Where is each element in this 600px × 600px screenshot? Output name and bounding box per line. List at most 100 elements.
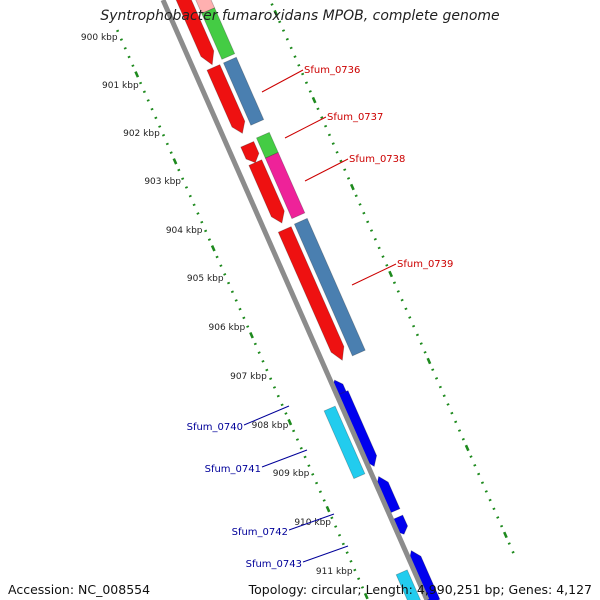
scale-tick: [392, 281, 397, 285]
scale-tick: [496, 516, 500, 519]
gene-label[interactable]: Sfum_0740: [187, 422, 243, 433]
gene-feature[interactable]: [222, 56, 265, 126]
scale-tick: [285, 37, 289, 41]
gene-feature[interactable]: [395, 569, 423, 600]
scale-tick: [446, 403, 450, 406]
scale-tick: [322, 499, 326, 502]
scale-tick: [257, 351, 261, 354]
scale-tick: [301, 72, 305, 76]
scale-label: 906 kbp: [209, 323, 246, 333]
gene-feature[interactable]: [293, 217, 366, 357]
scale-tick: [265, 368, 269, 372]
scale-labels: 900 kbp 901 kbp 902 kbp 903 kbp 904 kbp 905 k…: [81, 33, 353, 577]
scale-tick: [330, 516, 334, 520]
gene-label-leader: [351, 263, 397, 286]
scale-tick: [354, 194, 358, 198]
scale-tick: [381, 255, 385, 258]
scale-tick: [246, 325, 250, 328]
gene-feature[interactable]: [277, 226, 345, 362]
scale-tick: [337, 533, 342, 537]
scale-tick: [484, 490, 488, 493]
scale-tick: [181, 177, 185, 181]
map-title: Syntrophobacter fumaroxidans MPOB, compl…: [100, 8, 500, 24]
scale-tick: [404, 307, 408, 311]
gene-label[interactable]: Sfum_0743: [246, 559, 302, 570]
scale-tick: [450, 411, 454, 415]
gene-label-leader: [261, 69, 304, 93]
gene-label-leader: [304, 158, 349, 182]
scale-tick: [311, 473, 315, 476]
scale-tick: [473, 463, 477, 467]
gene-label[interactable]: Sfum_0741: [205, 464, 261, 475]
gene-feature[interactable]: [174, 0, 215, 66]
scale-label: 907 kbp: [230, 372, 267, 382]
scale-tick: [358, 203, 362, 206]
gene-label-leader: [284, 116, 327, 139]
gene-feature[interactable]: [264, 151, 306, 220]
scale-tick: [119, 38, 123, 41]
scale-tick: [480, 481, 485, 485]
scale-label: 905 kbp: [187, 274, 224, 284]
scale-label: 901 kbp: [102, 81, 139, 91]
scale-tick: [343, 168, 347, 172]
scale-tick: [469, 455, 473, 458]
scale-tick: [139, 81, 143, 85]
scale-tick: [308, 90, 312, 93]
gene-label[interactable]: Sfum_0736: [304, 65, 360, 76]
scale-tick: [434, 377, 439, 380]
scale-tick: [353, 568, 357, 572]
gene-feature[interactable]: [323, 405, 366, 480]
scale-tick: [292, 429, 296, 433]
scale-tick: [210, 245, 216, 252]
gene-label[interactable]: Sfum_0738: [349, 154, 405, 165]
scale-tick: [188, 194, 192, 198]
scale-tick: [200, 220, 204, 224]
scale-tick: [134, 71, 140, 78]
scale-tick: [261, 359, 265, 363]
scale-tick: [341, 542, 345, 546]
scale-tick: [165, 142, 169, 146]
gene-label[interactable]: Sfum_0737: [327, 112, 383, 123]
scale-tick: [366, 220, 370, 224]
gene-feature[interactable]: [240, 140, 260, 164]
scale-label: 909 kbp: [273, 469, 310, 479]
scale-tick: [238, 307, 242, 311]
scale-tick: [400, 298, 404, 302]
scale-tick: [388, 270, 394, 278]
gene-label-leader: [243, 405, 290, 426]
scale-tick: [335, 150, 339, 154]
gene-labels[interactable]: Sfum_0736 Sfum_0737 Sfum_0738 Sfum_0739 Sfum…: [187, 65, 454, 570]
scale-tick: [184, 186, 189, 189]
scale-label: 904 kbp: [166, 226, 203, 236]
scale-ticks: [116, 3, 515, 600]
gene-label[interactable]: Sfum_0739: [397, 259, 453, 270]
gene-feature[interactable]: [201, 7, 236, 60]
gene-label[interactable]: Sfum_0742: [232, 527, 288, 538]
scale-tick: [334, 525, 338, 528]
scale-tick: [146, 99, 150, 102]
scale-tick: [284, 412, 288, 415]
scale-label: 900 kbp: [81, 33, 118, 43]
gene-feature[interactable]: [248, 159, 285, 224]
genome-summary: Topology: circular; Length: 4,990,251 bp…: [248, 582, 592, 597]
gene-feature[interactable]: [206, 64, 246, 134]
scale-tick: [419, 342, 423, 345]
scale-tick: [169, 151, 173, 154]
scale-tick: [507, 542, 511, 545]
scale-tick: [377, 246, 381, 250]
scale-tick: [349, 559, 353, 563]
scale-tick: [161, 133, 166, 137]
scale-tick: [223, 273, 227, 276]
scale-tick: [293, 55, 297, 58]
scale-tick: [207, 238, 211, 241]
scale-tick: [287, 418, 293, 426]
scale-tick: [325, 505, 331, 513]
scale-tick: [249, 331, 254, 339]
scale-tick: [423, 350, 427, 354]
scale-tick: [373, 237, 377, 241]
scale-tick: [131, 64, 135, 68]
scale-tick: [408, 316, 412, 319]
gene-label-leaders: [243, 69, 397, 563]
gene-label-leader: [261, 449, 308, 468]
